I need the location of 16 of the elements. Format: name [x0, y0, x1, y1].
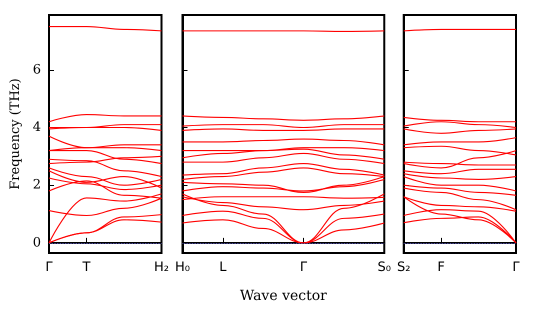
- y-tick-label: 2: [32, 178, 41, 193]
- x-tick-label: Γ: [512, 260, 520, 275]
- x-tick-label: Γ: [300, 260, 308, 275]
- x-tick-label: F: [437, 260, 445, 275]
- x-axis-title: Wave vector: [240, 288, 328, 304]
- y-axis-title: Frequency (THz): [8, 78, 23, 190]
- x-tick-label: S₀: [378, 260, 392, 275]
- x-tick-label: L: [219, 260, 228, 275]
- y-tick-label: 0: [32, 235, 41, 250]
- y-tick-label: 4: [32, 120, 41, 136]
- x-tick-label: S₂: [396, 260, 410, 275]
- y-tick-label: 6: [32, 62, 41, 78]
- x-tick-label: H₀: [174, 260, 190, 275]
- x-tick-label: Γ: [45, 260, 54, 275]
- x-tick-label: H₂: [154, 260, 170, 275]
- x-tick-label: T: [82, 260, 91, 275]
